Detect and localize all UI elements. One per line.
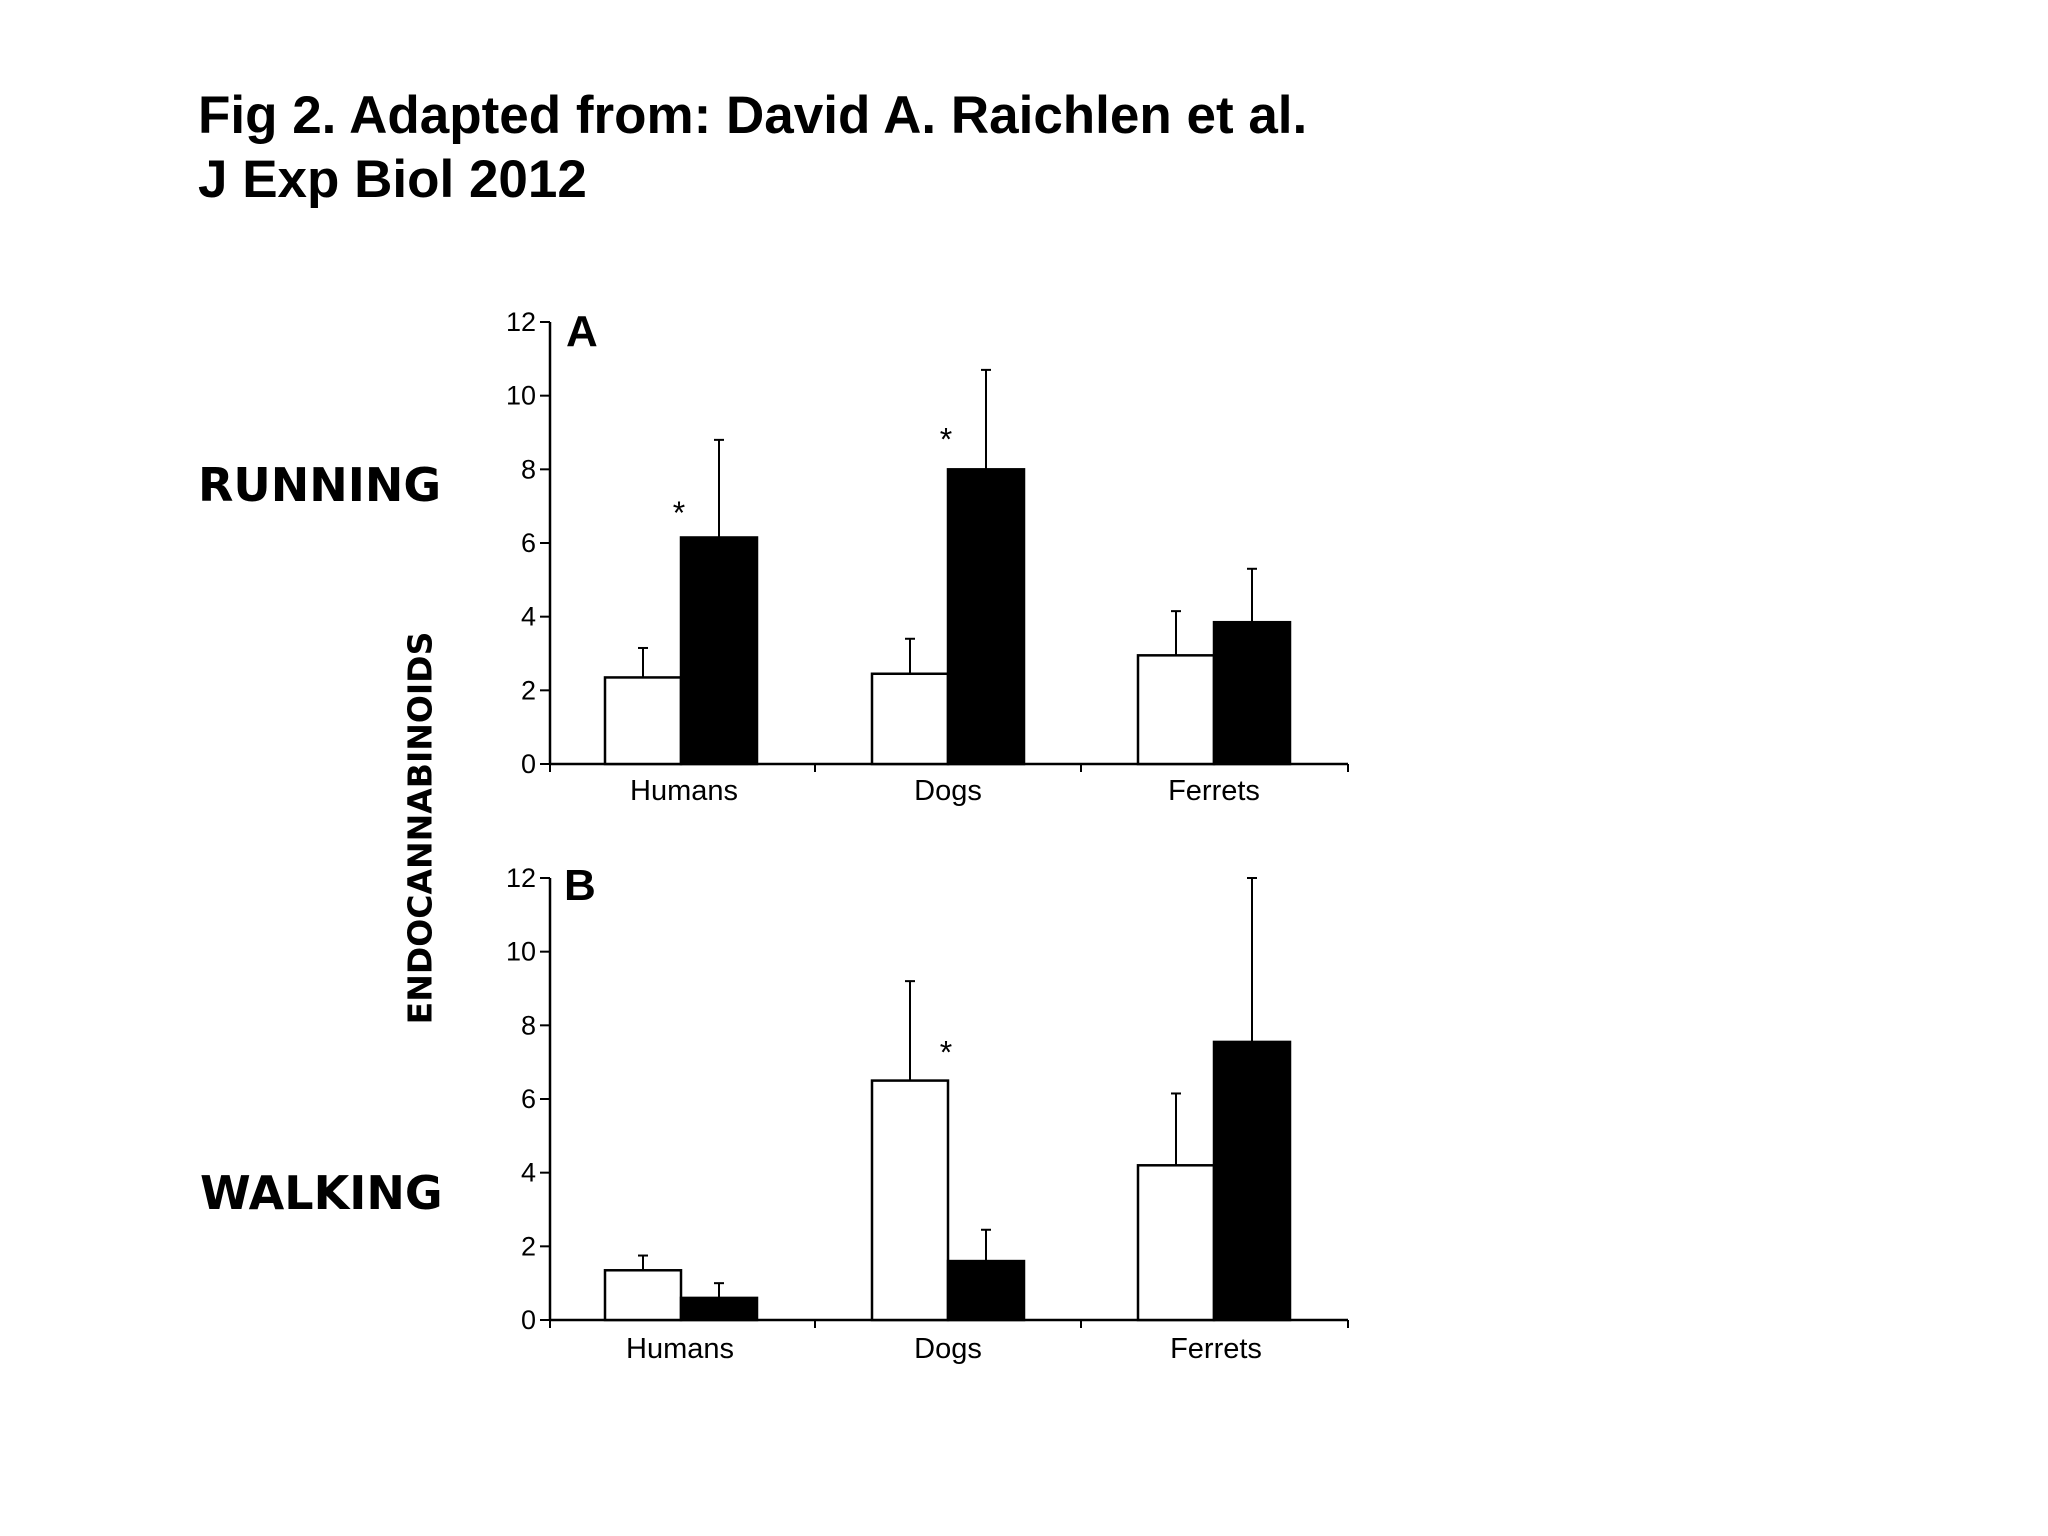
panel-b-category-label-humans: Humans xyxy=(626,1333,734,1365)
panel-a-category-label-ferrets: Ferrets xyxy=(1168,775,1260,807)
panel-b-bar-dogs-white xyxy=(870,1079,950,1322)
panel-b-bar-humans-white xyxy=(603,1269,683,1322)
panel-b-chart: 0 2 4 6 8 10 12 B Humans Dogs Ferrets * xyxy=(506,861,1349,1365)
panel-a-bar-humans-white xyxy=(603,676,683,766)
panel-a-significance-marker: * xyxy=(940,422,952,458)
panel-b-bar-ferrets-black xyxy=(1212,1040,1292,1322)
panel-a-y-tick-label: 0 xyxy=(521,749,536,779)
panel-b-letter: B xyxy=(564,861,596,910)
panel-a-category-label-humans: Humans xyxy=(630,775,738,807)
panel-b-y-tick-label: 12 xyxy=(506,863,536,893)
panel-a-letter: A xyxy=(566,307,598,356)
panel-a-bar-humans-black xyxy=(679,536,759,766)
panel-a-y-tick-label: 12 xyxy=(506,307,536,337)
panel-b-bar-dogs-black xyxy=(946,1259,1026,1322)
panel-a-bar-dogs-white xyxy=(870,672,950,766)
panel-a-bar-ferrets-black xyxy=(1212,620,1292,766)
panel-a-y-tick-label: 10 xyxy=(506,381,536,411)
panel-b-y-tick-label: 8 xyxy=(521,1010,536,1040)
panel-b-y-tick-label: 2 xyxy=(521,1231,536,1261)
panel-b-y-tick-label: 10 xyxy=(506,937,536,967)
panel-a-category-label-dogs: Dogs xyxy=(914,775,982,807)
figure-title-line-2: J Exp Biol 2012 xyxy=(198,150,587,209)
panel-b-y-tick-label: 6 xyxy=(521,1084,536,1114)
panel-b-bar-humans-black xyxy=(679,1296,759,1322)
panel-a-y-tick-label: 4 xyxy=(521,602,536,632)
panel-a-y-tick-label: 6 xyxy=(521,528,536,558)
running-label: RUNNING xyxy=(198,458,442,512)
panel-a-bar-dogs-black xyxy=(946,468,1026,766)
panel-b-y-tick-label: 4 xyxy=(521,1158,536,1188)
panel-b-category-label-ferrets: Ferrets xyxy=(1170,1333,1262,1365)
panel-a-y-tick-label: 2 xyxy=(521,675,536,705)
panel-a-significance-marker: * xyxy=(673,495,685,531)
walking-label: WALKING xyxy=(200,1166,443,1220)
figure-title: Fig 2. Adapted from: David A. Raichlen e… xyxy=(198,84,1307,212)
panel-a-y-tick-label: 8 xyxy=(521,454,536,484)
panel-b-category-label-dogs: Dogs xyxy=(914,1333,982,1365)
figure-title-line-1: Fig 2. Adapted from: David A. Raichlen e… xyxy=(198,86,1308,145)
panel-b-y-tick-label: 0 xyxy=(521,1305,536,1335)
panel-a-chart: 0 2 4 6 8 10 12 A Humans Dogs Ferrets * * xyxy=(506,307,1349,807)
panel-a-bar-ferrets-white xyxy=(1136,654,1216,766)
panel-b-significance-marker: * xyxy=(940,1035,952,1071)
panel-b-bar-ferrets-white xyxy=(1136,1164,1216,1322)
